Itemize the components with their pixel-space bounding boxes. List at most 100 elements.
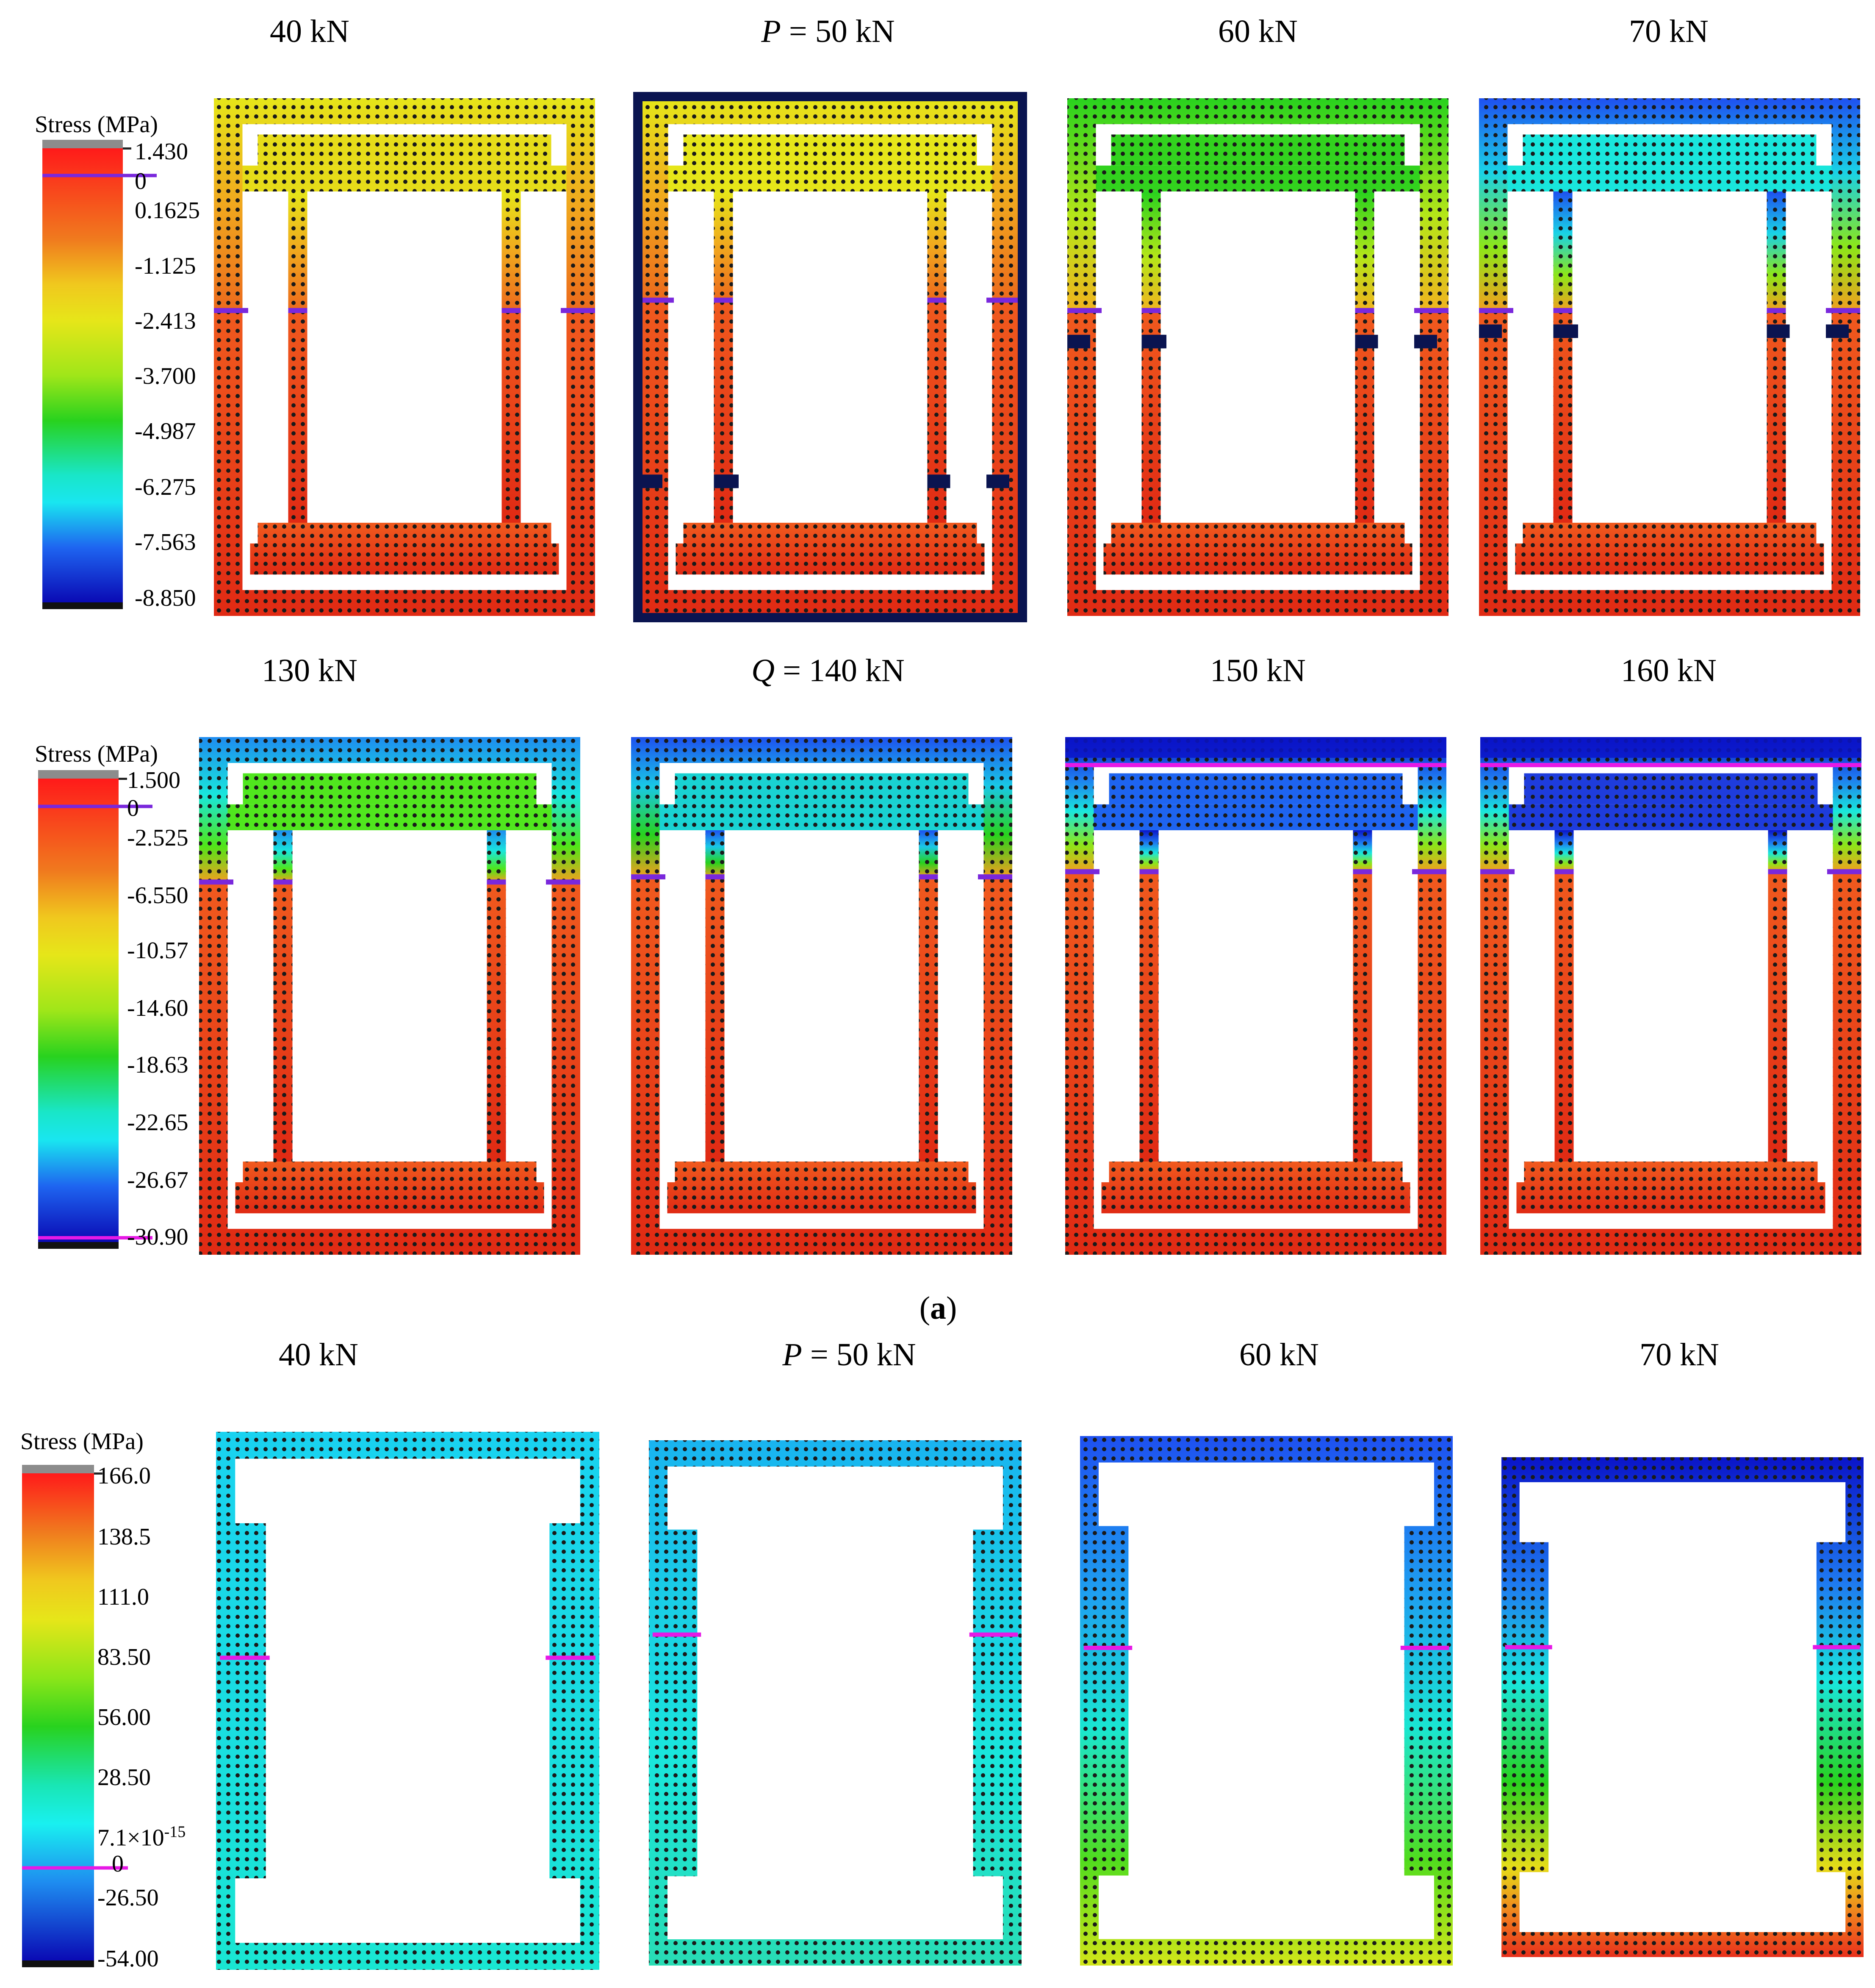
crack-marker [1767, 324, 1790, 338]
panel-title-r2-2: Q = 140 kN [751, 653, 905, 688]
legend-tick: 28.50 [97, 1764, 151, 1791]
crushed-border [633, 92, 1027, 622]
legend-tick: 0 [135, 168, 147, 194]
crack-marker [714, 474, 737, 488]
neutral-axis-line [631, 874, 665, 879]
legend-underflow-cap [22, 1960, 94, 1967]
neutral-axis-line [1414, 308, 1448, 313]
neutral-axis-line [487, 879, 506, 885]
neutral-axis-line [546, 879, 580, 885]
legend-tick: -54.00 [97, 1946, 159, 1972]
legend-tick: -1.125 [135, 253, 196, 279]
neutral-axis-line [1827, 869, 1861, 874]
neutral-axis-line [1480, 869, 1515, 874]
top-band [1480, 737, 1861, 758]
crack-marker [1067, 335, 1090, 349]
legend-tick-mark [119, 778, 127, 780]
neutral-axis-line [1400, 1646, 1449, 1650]
legend-tick: -10.57 [127, 937, 188, 964]
neutral-axis-line [1412, 869, 1446, 874]
neutral-axis-line [1813, 1645, 1860, 1650]
panel-title-r3-1: 40 kN [279, 1337, 358, 1372]
legend-title-r3: Stress (MPa) [20, 1428, 144, 1455]
neutral-axis-line [1479, 308, 1513, 313]
crack-marker [1553, 324, 1576, 338]
legend-tick: -6.275 [135, 474, 196, 500]
neutral-axis-line [714, 297, 733, 303]
neutral-axis-line [1554, 869, 1574, 874]
panel-title-r2-1: 130 kN [262, 653, 357, 688]
neutral-axis-line [1355, 308, 1374, 313]
section-panel-r1-4 [1479, 98, 1860, 616]
steel-panel-r3-3 [1080, 1436, 1453, 1966]
crack-marker [986, 474, 1009, 488]
tension-line [1065, 763, 1446, 768]
panel-title-r2-4: 160 kN [1621, 653, 1717, 688]
neutral-axis-line [919, 874, 938, 879]
neutral-axis-line [546, 1655, 595, 1660]
legend-tick: -18.63 [127, 1052, 188, 1078]
legend-overflow-cap [38, 770, 119, 779]
crack-marker [1141, 335, 1165, 349]
legend-zero-marker [42, 174, 157, 177]
legend-tick: 138.5 [97, 1524, 151, 1550]
panel-title-r1-4: 70 kN [1629, 14, 1709, 49]
panel-title-r2-3: 150 kN [1210, 653, 1306, 688]
neutral-axis-line [1767, 308, 1786, 313]
legend-tick: -8.850 [135, 585, 196, 611]
section-panel-r2-1 [199, 737, 580, 1255]
neutral-axis-line [640, 297, 674, 303]
legend-overflow-cap [42, 140, 123, 149]
legend-tick-mark [94, 1472, 102, 1475]
section-panel-r2-4 [1480, 737, 1861, 1255]
tension-line [1480, 763, 1861, 768]
legend-underflow-cap [38, 1242, 119, 1249]
legend-tick: -2.413 [135, 308, 196, 334]
section-panel-r2-2 [631, 737, 1012, 1255]
neutral-axis-line [1768, 869, 1787, 874]
legend-tick: -4.987 [135, 418, 196, 444]
crack-marker [1414, 335, 1437, 349]
legend-tick: -7.563 [135, 529, 196, 555]
legend-tick: 1.430 [135, 139, 188, 165]
panel-title-r3-3: 60 kN [1239, 1337, 1319, 1372]
legend-colorbar [22, 1473, 94, 1960]
steel-panel-r3-1 [216, 1432, 599, 1970]
neutral-axis-line [1826, 308, 1860, 313]
legend-tick: -2.525 [127, 825, 188, 851]
legend-tick: 0.1625 [135, 197, 200, 224]
neutral-axis-line [986, 297, 1021, 303]
neutral-axis-line [652, 1632, 701, 1637]
legend-tick: -30.90 [127, 1224, 188, 1250]
crack-marker [1355, 335, 1378, 349]
steel-panel-r3-4 [1501, 1457, 1864, 1957]
neutral-axis-line [1139, 869, 1159, 874]
neutral-axis-line [1505, 1645, 1552, 1650]
neutral-axis-line [978, 874, 1012, 879]
crack-marker [927, 474, 950, 488]
neutral-axis-line [1067, 308, 1102, 313]
neutral-axis-line [214, 308, 248, 313]
neutral-axis-line [1065, 869, 1100, 874]
legend-colorbar [42, 148, 123, 602]
legend-tick: 83.50 [97, 1644, 151, 1670]
legend-tick: 166.0 [97, 1463, 151, 1489]
legend-tick: -14.60 [127, 995, 188, 1021]
legend-tick: -26.50 [97, 1885, 159, 1911]
crack-marker [1826, 324, 1849, 338]
crack-marker [640, 474, 662, 488]
panel-title-r3-2: P = 50 kN [782, 1337, 916, 1372]
legend-tick: -6.550 [127, 882, 188, 909]
panel-title-r1-3: 60 kN [1218, 14, 1298, 49]
section-panel-r1-3 [1067, 98, 1448, 616]
legend-tick: 56.00 [97, 1704, 151, 1730]
legend-tick: -26.67 [127, 1167, 188, 1193]
legend-zero-marker [38, 804, 152, 808]
neutral-axis-line [1083, 1646, 1133, 1650]
neutral-axis-line [1141, 308, 1161, 313]
panel-title-r1-2: P = 50 kN [761, 14, 895, 49]
steel-panel-r3-2 [649, 1440, 1022, 1966]
legend-tick-mark [123, 147, 131, 150]
